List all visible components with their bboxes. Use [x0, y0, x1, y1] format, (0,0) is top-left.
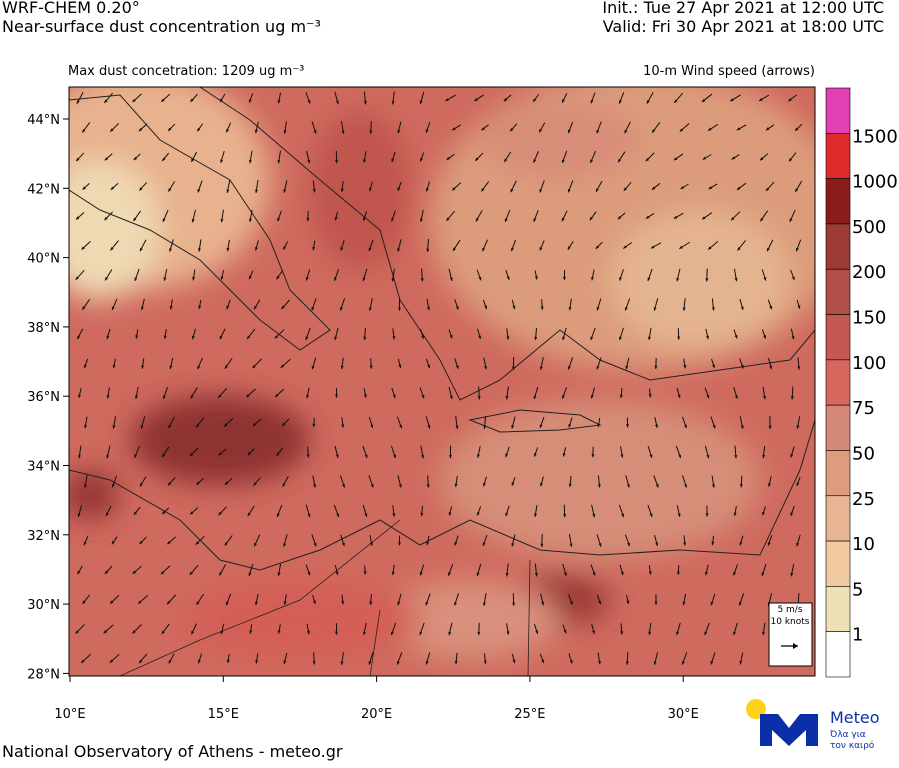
wind-legend-speed: 5 m/s	[777, 605, 802, 615]
colorbar-box	[826, 269, 850, 314]
lon-label: 30°E	[668, 707, 699, 722]
colorbar-box	[826, 586, 850, 631]
lat-label: 28°N	[27, 667, 60, 682]
init-time: Init.: Tue 27 Apr 2021 at 12:00 UTC	[602, 0, 884, 17]
logo: Meteo Όλα για τον καιρό	[746, 699, 880, 751]
colorbar-box	[826, 315, 850, 360]
field-title: Near-surface dust concentration ug m⁻³	[2, 17, 321, 36]
colorbar-label: 100	[852, 353, 886, 374]
colorbar-box	[826, 632, 850, 677]
colorbar-box	[826, 405, 850, 450]
lat-label: 44°N	[27, 113, 60, 128]
colorbar-box	[826, 496, 850, 541]
model-title: WRF-CHEM 0.20°	[2, 0, 140, 17]
valid-time: Valid: Fri 30 Apr 2021 at 18:00 UTC	[603, 17, 884, 36]
colorbar-label: 10	[852, 534, 875, 555]
colorbar-label: 1	[852, 625, 863, 646]
lon-label: 20°E	[361, 707, 392, 722]
lat-label: 40°N	[27, 252, 60, 267]
colorbar-label: 200	[852, 262, 886, 283]
colorbar-label: 50	[852, 443, 875, 464]
logo-name: Meteo	[830, 708, 880, 727]
colorbar-label: 5	[852, 579, 863, 600]
colorbar-label: 75	[852, 398, 875, 419]
wind-note: 10-m Wind speed (arrows)	[643, 64, 815, 79]
colorbar-label: 1500	[852, 126, 898, 147]
wind-legend-knots: 10 knots	[771, 617, 810, 627]
colorbar-box	[826, 360, 850, 405]
logo-tagline: τον καιρό	[830, 740, 875, 751]
lon-label: 25°E	[514, 707, 545, 722]
lat-label: 36°N	[27, 390, 60, 405]
colorbar-box	[826, 224, 850, 269]
colorbar-box	[826, 450, 850, 495]
logo-mark	[760, 714, 818, 746]
lat-label: 32°N	[27, 529, 60, 544]
colorbar-label: 500	[852, 217, 886, 238]
logo-tagline: Όλα για	[829, 729, 866, 740]
colorbar-label: 1000	[852, 172, 898, 193]
lat-label: 30°N	[27, 598, 60, 613]
lon-label: 15°E	[208, 707, 239, 722]
map-field	[10, 70, 850, 676]
colorbar-box	[826, 179, 850, 224]
colorbar: 1500 1000 500 200 150 100 75 50 25 10 5 1	[826, 88, 898, 677]
wind-legend: 5 m/s 10 knots	[769, 603, 812, 666]
colorbar-box	[826, 88, 850, 133]
lat-label: 34°N	[27, 460, 60, 475]
colorbar-box	[826, 541, 850, 586]
lon-label: 10°E	[54, 707, 85, 722]
lat-label: 38°N	[27, 321, 60, 336]
footer-credit: National Observatory of Athens - meteo.g…	[2, 742, 343, 761]
lat-label: 42°N	[27, 182, 60, 197]
max-note: Max dust concetration: 1209 ug m⁻³	[68, 64, 304, 79]
colorbar-label: 150	[852, 308, 886, 329]
colorbar-box	[826, 133, 850, 178]
colorbar-label: 25	[852, 489, 875, 510]
